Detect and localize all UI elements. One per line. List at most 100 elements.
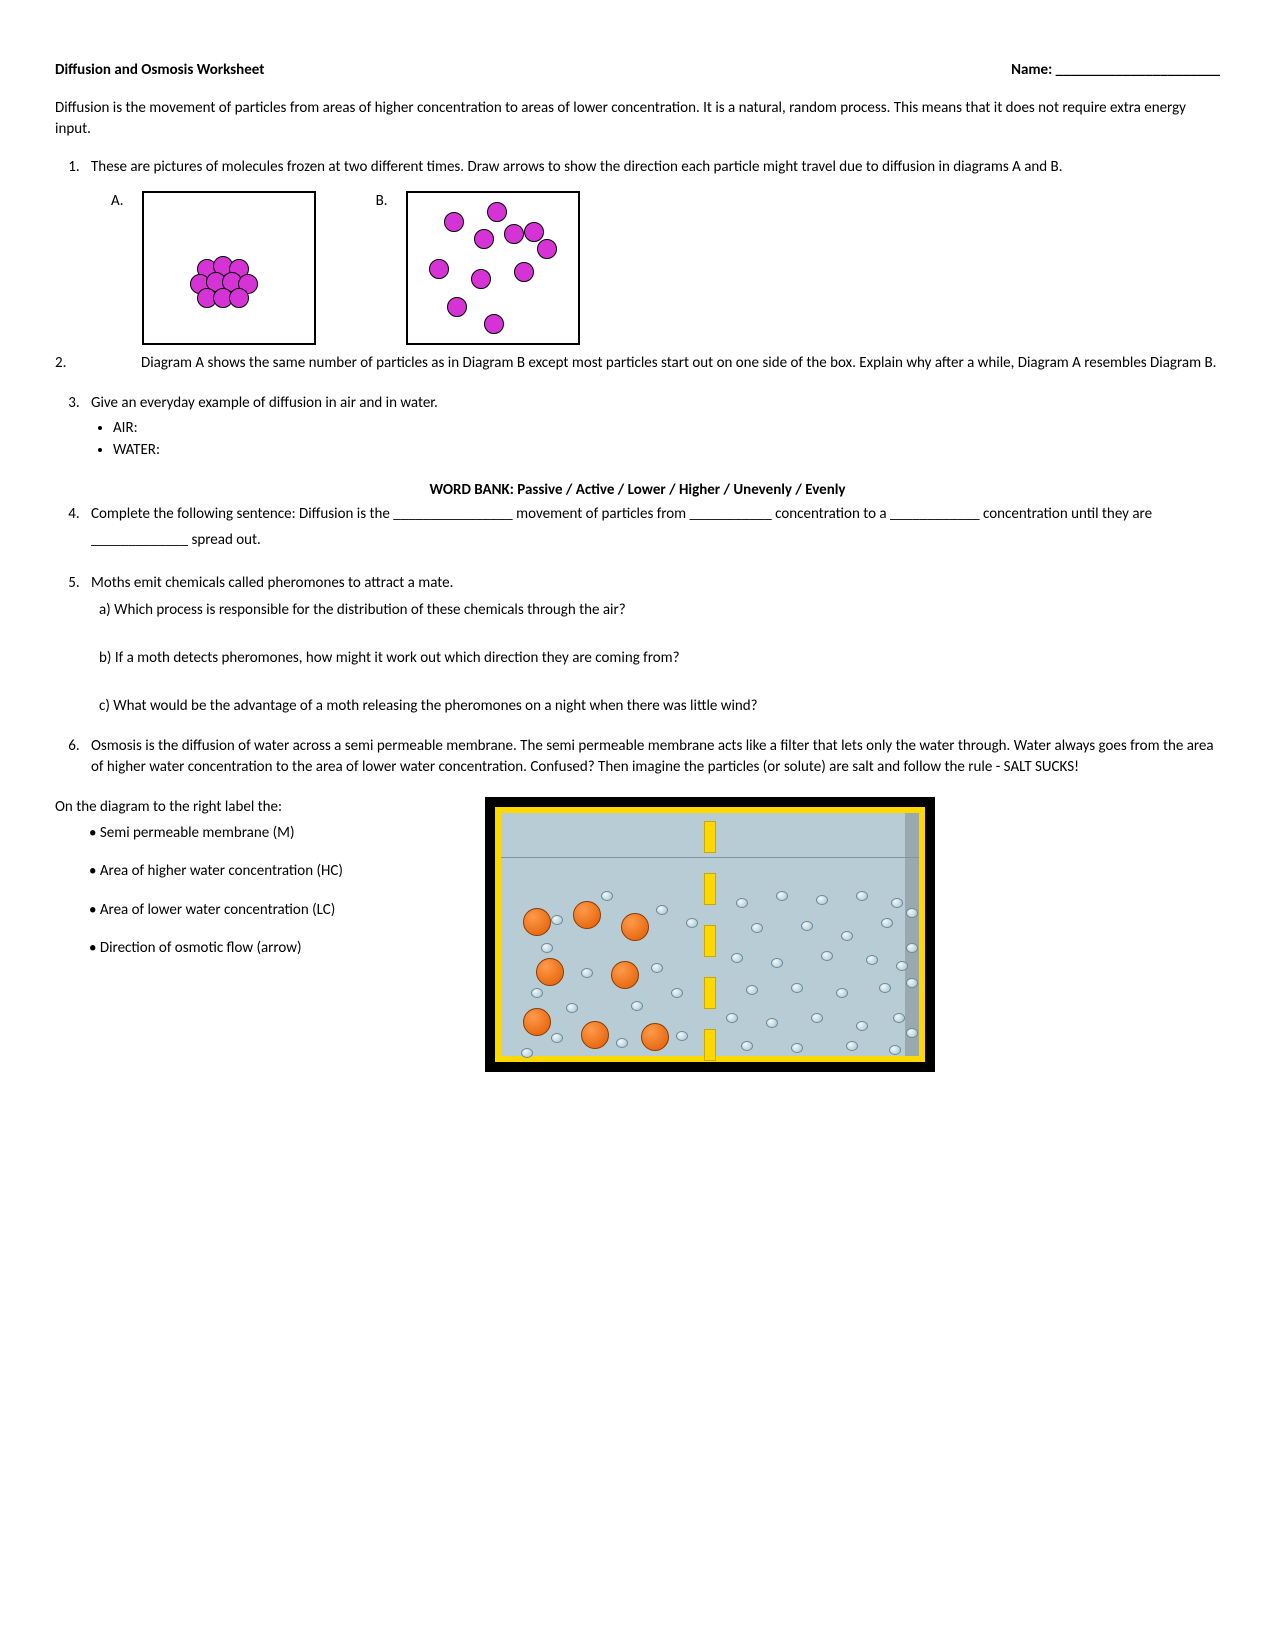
- label-arrow: • Direction of osmotic flow (arrow): [89, 938, 455, 958]
- label-lc: • Area of lower water concentration (LC): [89, 900, 455, 920]
- word-bank: WORD BANK: Passive / Active / Lower / Hi…: [55, 480, 1220, 500]
- perspective-line: [501, 857, 919, 858]
- intro-paragraph: Diffusion is the movement of particles f…: [55, 98, 1220, 139]
- worksheet-title: Diffusion and Osmosis Worksheet: [55, 60, 264, 80]
- worksheet-header: Diffusion and Osmosis Worksheet Name: __…: [55, 60, 1220, 80]
- water-particle: [731, 953, 743, 963]
- label-hc: • Area of higher water concentration (HC…: [89, 861, 455, 881]
- water-particle: [751, 923, 763, 933]
- water-particle: [906, 1028, 918, 1038]
- diagram-row: A. B.: [111, 191, 1220, 345]
- question-list-cont2: Complete the following sentence: Diffusi…: [55, 502, 1220, 777]
- water-particle: [879, 983, 891, 993]
- water-particle: [686, 918, 698, 928]
- water-particle: [741, 1041, 753, 1051]
- q5-intro: Moths emit chemicals called pheromones t…: [91, 574, 453, 592]
- water-particle: [736, 898, 748, 908]
- name-field-label: Name: ______________________: [1011, 60, 1220, 80]
- water-particle: [889, 1045, 901, 1055]
- particle-dot: [444, 212, 464, 232]
- solute-particle: [621, 913, 649, 941]
- water-particle: [846, 1041, 858, 1051]
- water-particle: [671, 988, 683, 998]
- water-particle: [801, 921, 813, 931]
- water-particle: [531, 988, 543, 998]
- diagram-b-unit: B.: [376, 191, 580, 345]
- solute-particle: [641, 1023, 669, 1051]
- particle-dot: [487, 202, 507, 222]
- solute-particle: [523, 1008, 551, 1036]
- particle-dot: [447, 297, 467, 317]
- water-particle: [566, 1003, 578, 1013]
- question-list: These are pictures of molecules frozen a…: [55, 157, 1220, 345]
- q3-text: Give an everyday example of diffusion in…: [91, 394, 438, 412]
- particle-dot: [537, 239, 557, 259]
- water-particle: [893, 1013, 905, 1023]
- question-4: Complete the following sentence: Diffusi…: [83, 502, 1220, 553]
- question-2: 2. Diagram A shows the same number of pa…: [55, 353, 1220, 373]
- osmosis-diagram: [485, 797, 935, 1072]
- q5a: a) Which process is responsible for the …: [99, 600, 1220, 620]
- water-particle: [906, 908, 918, 918]
- water-particle: [906, 943, 918, 953]
- label-m: • Semi permeable membrane (M): [89, 823, 455, 843]
- membrane-segment: [704, 821, 716, 853]
- label-instruction: On the diagram to the right label the:: [55, 797, 455, 817]
- water-particle: [771, 958, 783, 968]
- question-6: Osmosis is the diffusion of water across…: [83, 736, 1220, 777]
- water-particle: [746, 985, 758, 995]
- water-particle: [891, 898, 903, 908]
- water-particle: [601, 891, 613, 901]
- membrane-segment: [704, 1029, 716, 1061]
- water-particle: [631, 1001, 643, 1011]
- particle-dot: [471, 269, 491, 289]
- water-particle: [521, 1048, 533, 1058]
- water-particle: [581, 968, 593, 978]
- q4-text: Complete the following sentence: Diffusi…: [91, 505, 1152, 549]
- q2-text: Diagram A shows the same number of parti…: [91, 353, 1220, 373]
- q6-layout: On the diagram to the right label the: •…: [55, 797, 1220, 1072]
- particle-dot: [504, 224, 524, 244]
- water-particle: [856, 891, 868, 901]
- particle-dot: [484, 314, 504, 334]
- q1-text: These are pictures of molecules frozen a…: [91, 158, 1063, 176]
- particle-dot: [229, 288, 249, 308]
- water-particle: [856, 1021, 868, 1031]
- water-particle: [906, 978, 918, 988]
- diagram-a-label: A.: [111, 191, 124, 211]
- water-particle: [811, 1013, 823, 1023]
- particle-dot: [429, 259, 449, 279]
- water-particle: [676, 1031, 688, 1041]
- water-particle: [791, 1043, 803, 1053]
- q2-marker: 2.: [55, 353, 91, 373]
- water-particle: [881, 918, 893, 928]
- q3-water: WATER:: [113, 440, 1220, 460]
- particle-dot: [524, 222, 544, 242]
- solute-particle: [581, 1021, 609, 1049]
- particle-dot: [514, 262, 534, 282]
- water-particle: [866, 955, 878, 965]
- q3-bullets: AIR: WATER:: [113, 418, 1220, 461]
- water-particle: [841, 931, 853, 941]
- label-instructions-col: On the diagram to the right label the: •…: [55, 797, 455, 976]
- question-5: Moths emit chemicals called pheromones t…: [83, 573, 1220, 716]
- solute-particle: [573, 901, 601, 929]
- water-particle: [651, 963, 663, 973]
- osmosis-inner: [495, 807, 925, 1062]
- particle-dot: [474, 229, 494, 249]
- q3-air: AIR:: [113, 418, 1220, 438]
- right-wall: [905, 813, 919, 1056]
- membrane-segment: [704, 873, 716, 905]
- diagram-b-box: [406, 191, 580, 345]
- label-list: • Semi permeable membrane (M) • Area of …: [89, 823, 455, 958]
- water-particle: [816, 895, 828, 905]
- water-particle: [541, 943, 553, 953]
- membrane-segment: [704, 977, 716, 1009]
- question-3: Give an everyday example of diffusion in…: [83, 393, 1220, 460]
- water-particle: [821, 951, 833, 961]
- q5c: c) What would be the advantage of a moth…: [99, 696, 1220, 716]
- q5b: b) If a moth detects pheromones, how mig…: [99, 648, 1220, 668]
- solute-particle: [523, 908, 551, 936]
- water-particle: [551, 1033, 563, 1043]
- diagram-a-box: [142, 191, 316, 345]
